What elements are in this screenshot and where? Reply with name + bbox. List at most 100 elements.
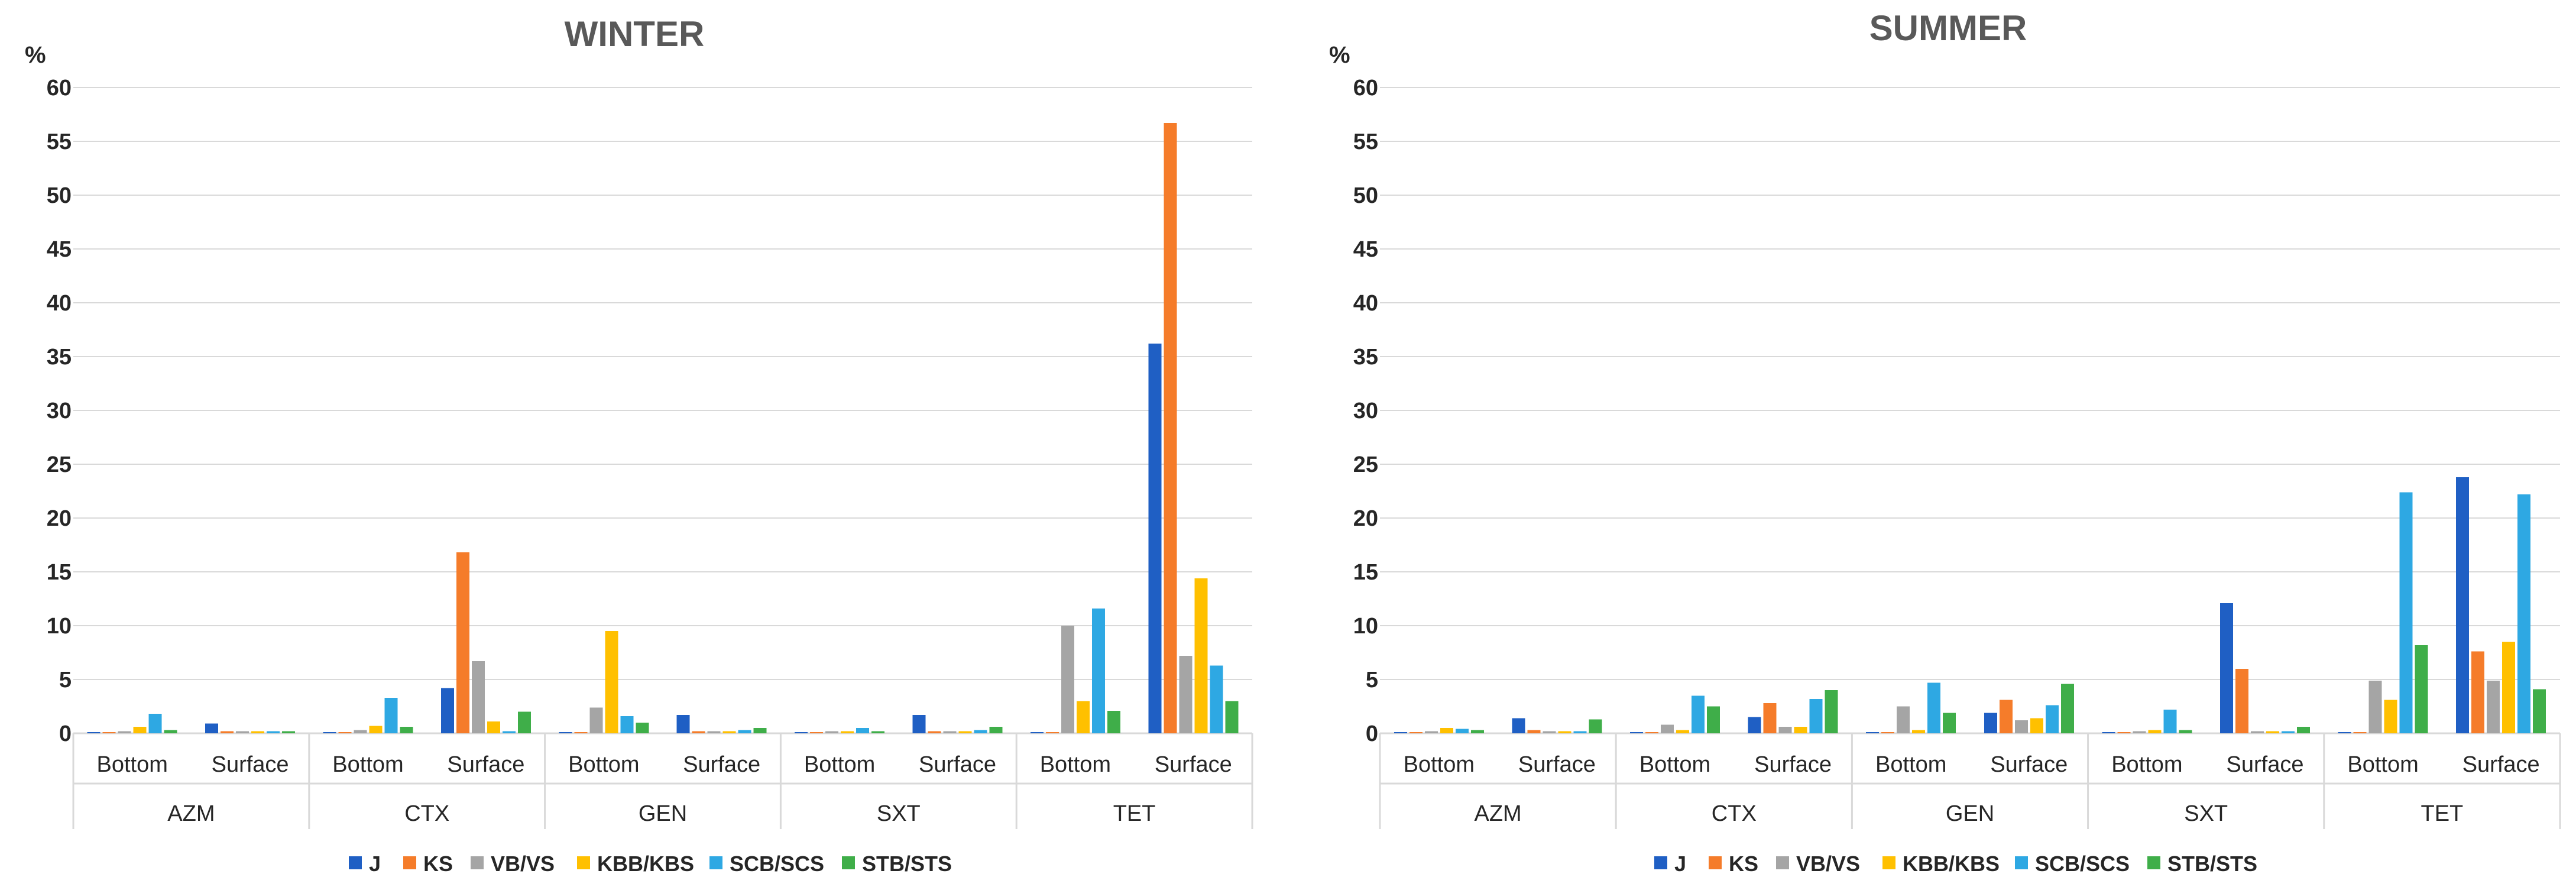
summer-group-label-gen: GEN (1946, 801, 1994, 826)
winter-bar-vb-vs-ctx-surface (471, 661, 485, 733)
summer-group-label-azm: AZM (1474, 801, 1521, 826)
winter-x-label-tet-surface: Surface (1155, 752, 1232, 777)
winter-bar-j-sxt-bottom (795, 732, 808, 733)
winter-y-tick-30: 30 (47, 399, 72, 423)
winter-bar-vb-vs-sxt-bottom (825, 731, 839, 733)
winter-bar-ks-gen-bottom (574, 732, 588, 733)
summer-bar-ks-gen-surface (1999, 700, 2013, 733)
winter-legend-label-scb-scs: SCB/SCS (730, 852, 824, 876)
summer-y-tick-50: 50 (1353, 183, 1378, 208)
summer-chart: SUMMER% 0 5 10 15 20 25 30 35 40 45 50 55 60 AZM Bottom… (1329, 8, 2561, 876)
winter-chart: WINTER% 0 5 10 15 20 25 30 35 40 45 50 55 60 AZM Bottom… (25, 14, 1253, 876)
summer-bar-stb-sts-ctx-bottom (1707, 706, 1720, 733)
winter-y-tick-5: 5 (59, 668, 72, 692)
summer-bar-j-azm-surface (1512, 718, 1525, 733)
winter-x-label-sxt-surface: Surface (919, 752, 996, 777)
summer-y-tick-40: 40 (1353, 291, 1378, 316)
winter-bar-kbb-kbs-ctx-surface (487, 721, 500, 733)
winter-bar-scb-scs-tet-bottom (1091, 608, 1105, 733)
winter-y-tick-10: 10 (47, 614, 72, 639)
winter-bar-stb-sts-ctx-bottom (400, 727, 413, 733)
winter-bar-scb-scs-sxt-surface (974, 730, 987, 733)
summer-bar-stb-sts-azm-bottom (1470, 730, 1484, 733)
summer-y-tick-25: 25 (1353, 452, 1378, 477)
summer-y-tick-15: 15 (1353, 560, 1378, 585)
summer-x-label-tet-bottom: Bottom (2347, 752, 2418, 777)
summer-bar-vb-vs-tet-bottom (2368, 680, 2382, 733)
winter-legend-label-stb-sts: STB/STS (862, 852, 952, 876)
summer-bar-vb-vs-sxt-bottom (2133, 731, 2146, 733)
summer-legend-swatch-kbb-kbs (1882, 856, 1895, 869)
winter-legend-swatch-scb-scs (709, 856, 722, 869)
winter-bar-ks-ctx-surface (456, 552, 469, 733)
winter-bar-j-gen-surface (676, 715, 690, 733)
winter-bar-stb-sts-tet-surface (1225, 701, 1239, 733)
summer-y-tick-60: 60 (1353, 76, 1378, 101)
winter-legend-label-j: J (369, 852, 381, 876)
winter-group-label-ctx: CTX (404, 801, 449, 826)
winter-bar-scb-scs-ctx-surface (502, 731, 516, 733)
winter-x-label-azm-surface: Surface (212, 752, 289, 777)
winter-bar-j-ctx-surface (440, 688, 454, 733)
summer-bar-j-gen-surface (1984, 713, 1997, 733)
summer-group-label-sxt: SXT (2184, 801, 2228, 826)
winter-legend-label-kbb-kbs: KBB/KBS (597, 852, 694, 876)
summer-bar-j-tet-bottom (2338, 732, 2351, 733)
summer-bar-vb-vs-gen-bottom (1897, 706, 1910, 733)
winter-y-tick-15: 15 (47, 560, 72, 585)
winter-legend-swatch-stb-sts (842, 856, 855, 869)
winter-group-label-sxt: SXT (877, 801, 921, 826)
summer-bar-scb-scs-azm-bottom (1455, 729, 1469, 733)
winter-bar-vb-vs-tet-bottom (1061, 626, 1074, 733)
summer-y-tick-35: 35 (1353, 345, 1378, 370)
summer-y-tick-45: 45 (1353, 237, 1378, 262)
winter-bar-kbb-kbs-gen-bottom (605, 631, 618, 733)
winter-x-label-tet-bottom: Bottom (1040, 752, 1111, 777)
winter-bar-kbb-kbs-ctx-bottom (369, 726, 383, 733)
winter-y-axis-unit: % (25, 42, 46, 68)
summer-bar-stb-sts-sxt-bottom (2179, 730, 2192, 733)
summer-y-axis-unit: % (1329, 42, 1350, 68)
summer-legend-swatch-vb-vs (1776, 856, 1789, 869)
winter-bar-stb-sts-azm-bottom (164, 730, 177, 733)
winter-legend-swatch-kbb-kbs (577, 856, 590, 869)
summer-bar-ks-tet-bottom (2353, 732, 2367, 733)
summer-bar-kbb-kbs-gen-bottom (1912, 730, 1926, 733)
summer-bar-vb-vs-sxt-surface (2251, 731, 2264, 733)
summer-legend-swatch-ks (1709, 856, 1722, 869)
summer-bar-ks-ctx-bottom (1645, 732, 1658, 733)
summer-bar-ks-sxt-surface (2235, 668, 2248, 733)
summer-bar-ks-tet-surface (2471, 651, 2485, 733)
winter-bar-scb-scs-gen-bottom (620, 716, 634, 733)
summer-legend-label-j: J (1674, 852, 1686, 876)
summer-bar-kbb-kbs-tet-surface (2502, 642, 2516, 733)
winter-bar-scb-scs-gen-surface (738, 730, 751, 733)
summer-bar-kbb-kbs-azm-bottom (1440, 727, 1453, 733)
winter-group-label-gen: GEN (639, 801, 687, 826)
summer-bar-stb-sts-azm-surface (1589, 719, 1602, 733)
summer-legend-label-ks: KS (1729, 852, 1758, 876)
summer-bar-kbb-kbs-sxt-bottom (2148, 730, 2162, 733)
summer-bar-kbb-kbs-ctx-surface (1794, 727, 1807, 733)
summer-chart-title: SUMMER (1869, 8, 2027, 48)
winter-bar-vb-vs-ctx-bottom (354, 730, 367, 733)
summer-bar-j-azm-bottom (1394, 732, 1407, 733)
summer-group-label-tet: TET (2421, 801, 2464, 826)
summer-bar-vb-vs-gen-surface (2014, 720, 2028, 733)
winter-bar-ks-azm-bottom (102, 732, 116, 733)
summer-x-label-azm-bottom: Bottom (1404, 752, 1475, 777)
summer-y-tick-10: 10 (1353, 614, 1378, 639)
winter-bar-stb-sts-gen-surface (753, 727, 767, 733)
winter-bar-ks-tet-bottom (1045, 732, 1059, 733)
summer-group-label-ctx: CTX (1712, 801, 1757, 826)
summer-bar-j-sxt-surface (2220, 603, 2233, 733)
winter-bar-stb-sts-gen-bottom (636, 722, 649, 733)
summer-legend-swatch-stb-sts (2147, 856, 2160, 869)
winter-bar-stb-sts-tet-bottom (1107, 710, 1120, 733)
winter-y-tick-40: 40 (47, 291, 72, 316)
summer-legend-label-scb-scs: SCB/SCS (2035, 852, 2130, 876)
winter-legend-swatch-vb-vs (471, 856, 484, 869)
summer-bar-scb-scs-tet-bottom (2399, 492, 2413, 733)
winter-legend-label-vb-vs: VB/VS (491, 852, 555, 876)
winter-bar-j-gen-bottom (559, 732, 572, 733)
